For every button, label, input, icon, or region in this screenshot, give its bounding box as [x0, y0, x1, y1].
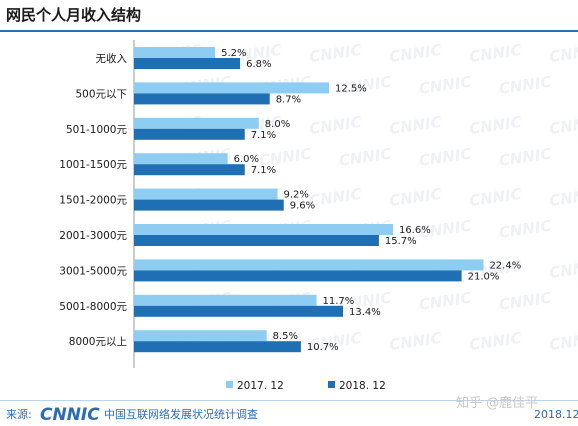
footer-source-text: 中国互联网络发展状况统计调查	[104, 407, 258, 421]
value-label: 6.0%	[234, 154, 259, 165]
watermark-logo: CNNIC	[418, 289, 473, 314]
category-label: 5001-8000元	[59, 301, 127, 313]
value-label: 6.8%	[246, 59, 271, 70]
watermark-logo: CNNIC	[548, 329, 578, 354]
value-label: 12.5%	[335, 83, 367, 94]
value-label: 16.6%	[399, 225, 431, 236]
watermark-logo: CNNIC	[498, 73, 553, 98]
bar-2018	[134, 235, 379, 246]
watermark-logo: CNNIC	[468, 185, 523, 210]
watermark-logo: CNNIC	[468, 41, 523, 66]
value-label: 21.0%	[468, 271, 500, 282]
category-labels: 无收入 500元以下 501-1000元 1001-1500元 1501-2000元 20…	[59, 52, 127, 348]
bar-2017	[134, 117, 259, 129]
watermark-logo: CNNIC	[468, 113, 523, 138]
footer-source-label: 来源:	[6, 407, 32, 421]
bar-2018	[134, 199, 284, 211]
value-label: 22.4%	[489, 260, 521, 271]
bar-2017	[134, 47, 216, 58]
footer-line	[0, 400, 578, 401]
title-bar-line	[0, 30, 578, 32]
chart-title: 网民个人月收入结构	[6, 6, 141, 24]
category-label: 无收入	[96, 52, 128, 65]
bars-group	[134, 47, 484, 353]
value-label: 10.7%	[307, 342, 339, 353]
watermark-logo: CNNIC	[498, 145, 553, 170]
watermark-logo: CNNIC	[548, 185, 578, 210]
cnnic-logo: CNNIC	[40, 405, 100, 425]
bar-2017	[134, 224, 393, 235]
watermark-logo: CNNIC	[338, 145, 393, 170]
bar-2017	[134, 82, 329, 94]
legend: 2017. 12 2018. 12	[226, 380, 386, 392]
value-label: 15.7%	[385, 236, 417, 247]
bar-2018	[134, 341, 301, 353]
value-label: 13.4%	[349, 307, 381, 318]
value-label: 8.7%	[276, 94, 301, 105]
watermark-logo: CNNIC	[388, 329, 443, 354]
watermark-logo: CNNIC	[308, 41, 363, 66]
value-label: 9.2%	[284, 190, 309, 201]
category-label: 1001-1500元	[59, 159, 127, 171]
watermark-logo: CNNIC	[308, 113, 363, 138]
value-label: 7.1%	[251, 165, 276, 176]
bar-2017	[134, 330, 267, 342]
category-label: 1501-2000元	[59, 195, 127, 207]
watermark-logo: CNNIC	[388, 41, 443, 66]
category-label: 500元以下	[75, 88, 127, 100]
watermark-logo: CNNIC	[548, 41, 578, 66]
bar-2018	[134, 270, 462, 282]
value-label: 11.7%	[323, 296, 355, 307]
watermark-logo: CNNIC	[418, 73, 473, 98]
bar-2018	[134, 164, 245, 176]
category-label: 2001-3000元	[59, 230, 127, 242]
watermark-logo: CNNIC	[388, 113, 443, 138]
category-label: 8000元以上	[69, 336, 127, 348]
value-label: 9.6%	[290, 201, 315, 212]
watermark-logo: CNNIC	[418, 145, 473, 170]
bar-2018	[134, 128, 245, 140]
bar-2017	[134, 294, 317, 306]
watermark-logo: CNNIC	[468, 329, 523, 354]
value-label: 8.0%	[265, 119, 290, 130]
bar-2018	[134, 93, 270, 105]
watermark-logo: CNNIC	[388, 185, 443, 210]
watermark-logo: CNNIC	[498, 217, 553, 242]
legend-label-2018: 2018. 12	[339, 380, 386, 392]
footer-date: 2018.12	[534, 408, 578, 421]
value-label: 5.2%	[221, 48, 246, 59]
bar-2017	[134, 153, 228, 165]
bar-2017	[134, 188, 278, 200]
value-label: 8.5%	[273, 331, 298, 342]
legend-swatch-2018	[328, 381, 335, 388]
watermark-logo: CNNIC	[548, 257, 578, 282]
bar-2018	[134, 305, 344, 317]
category-label: 501-1000元	[66, 124, 128, 136]
bar-2018	[134, 58, 241, 69]
footer-watermark: 知乎 @鹿佳平	[456, 395, 538, 411]
legend-label-2017: 2017. 12	[237, 380, 284, 392]
bar-2017	[134, 259, 484, 271]
watermark-logo: CNNIC	[548, 113, 578, 138]
category-label: 3001-5000元	[59, 265, 127, 277]
watermark-logo: CNNIC	[308, 185, 363, 210]
legend-swatch-2017	[226, 381, 233, 388]
value-labels: 5.2%6.8%12.5%8.7%8.0%7.1%6.0%7.1%9.2%9.6…	[221, 48, 521, 353]
value-label: 7.1%	[251, 130, 276, 141]
watermark-logo: CNNIC	[498, 289, 553, 314]
